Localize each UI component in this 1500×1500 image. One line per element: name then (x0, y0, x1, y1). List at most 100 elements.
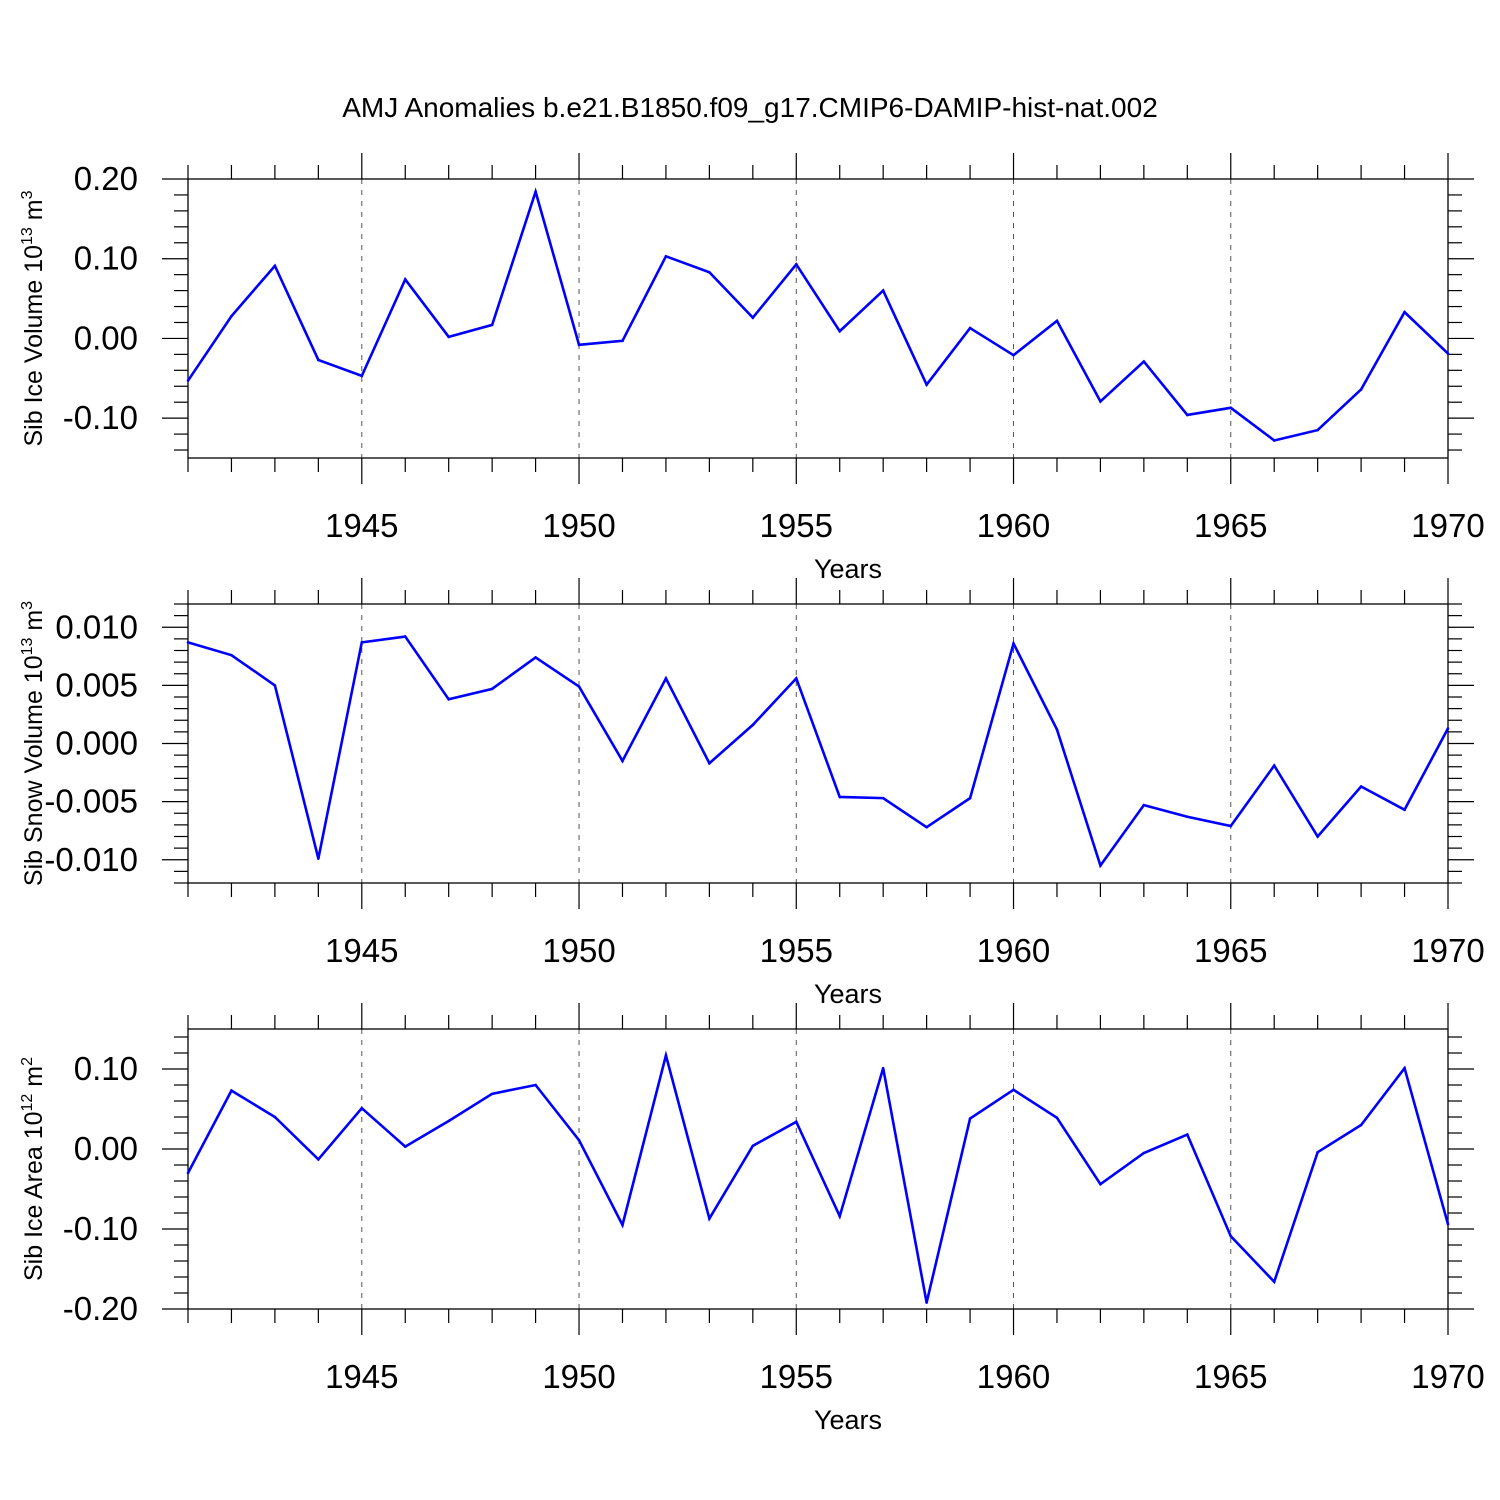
y-tick-label: 0.20 (74, 160, 138, 197)
y-axis-label-part: Sib Snow Volume 10 (20, 655, 48, 886)
y-axis-label-part: Sib Ice Area 10 (20, 1111, 48, 1281)
data-point (1316, 428, 1319, 432)
data-point (968, 796, 972, 800)
data-point (881, 289, 885, 292)
x-tick-label: 1970 (1411, 932, 1484, 969)
data-point (273, 684, 277, 687)
data-point (447, 1119, 450, 1123)
panel-1: -0.10 0.00 0.10 0.20 1945 1950 1955 1960 1965 197… (19, 153, 1485, 584)
x-tick-label: 1945 (325, 1358, 398, 1395)
data-point (968, 326, 972, 330)
data-point (1012, 642, 1015, 645)
data-point (1316, 835, 1319, 838)
data-point (1403, 310, 1406, 314)
data-point (186, 379, 190, 382)
data-point (360, 641, 364, 644)
panel-2: -0.010 -0.005 0.000 0.005 0.010 1945 1950 1955 1… (19, 578, 1485, 1009)
data-point (925, 383, 928, 386)
y-tick-label: 0.00 (74, 319, 138, 356)
data-line-series-1 (186, 187, 1449, 442)
y-axis-label: Sib Ice Area 1012 m2 (19, 1057, 48, 1281)
data-point (490, 1092, 494, 1096)
x-axis-label: Years (814, 1405, 882, 1435)
data-point (534, 656, 537, 659)
data-point (273, 1115, 277, 1119)
data-point (1055, 319, 1059, 323)
data-point (403, 1145, 407, 1148)
x-tick-label: 1945 (325, 507, 398, 544)
data-point (230, 314, 233, 318)
data-point (838, 1214, 842, 1218)
y-axis-label-part: m (20, 199, 48, 227)
data-point (1186, 1133, 1189, 1136)
data-point (1142, 360, 1146, 363)
data-point (1012, 1088, 1015, 1092)
y-axis-label-part: m (20, 1066, 48, 1094)
data-point (708, 761, 711, 765)
data-point (230, 653, 233, 657)
data-point (794, 262, 798, 266)
x-tick-label: 1950 (542, 507, 615, 544)
y-tick-label: -0.10 (63, 1210, 138, 1247)
data-point (1099, 400, 1102, 403)
y-tick-label: 0.000 (55, 725, 138, 762)
plot-frame (187, 1028, 1449, 1310)
data-point (925, 1301, 928, 1304)
data-point (968, 1117, 972, 1120)
data-point (1403, 1066, 1406, 1070)
x-tick-label: 1950 (542, 932, 615, 969)
data-point (751, 316, 755, 320)
y-tick-label: -0.10 (63, 399, 138, 436)
x-tick-label: 1950 (542, 1358, 615, 1395)
data-point (1012, 353, 1015, 357)
data-point (1055, 728, 1059, 731)
data-point (577, 1138, 581, 1142)
data-point (534, 1083, 537, 1087)
y-tick-label: -0.010 (44, 841, 138, 878)
data-point (1403, 808, 1406, 812)
data-point (838, 329, 842, 333)
data-point (925, 825, 928, 829)
data-point (534, 190, 537, 194)
data-point (1229, 406, 1233, 410)
x-tick-label: 1955 (760, 507, 833, 544)
data-point (1186, 815, 1189, 819)
data-point (751, 723, 755, 727)
data-point (881, 1066, 885, 1070)
data-point (1359, 1123, 1363, 1127)
data-point (1359, 388, 1363, 391)
data-point (1142, 1151, 1146, 1155)
data-point (1359, 785, 1363, 788)
x-tick-label: 1955 (760, 1358, 833, 1395)
data-point (881, 796, 885, 800)
data-point (273, 264, 277, 268)
y-axis-label-part: m (20, 610, 48, 638)
data-point (577, 343, 581, 347)
data-point (186, 1171, 190, 1175)
x-tick-label: 1960 (977, 932, 1050, 969)
data-point (403, 278, 407, 281)
x-tick-label: 1945 (325, 932, 398, 969)
data-point (1446, 352, 1450, 355)
data-point (1186, 413, 1189, 417)
y-tick-label: 0.10 (74, 240, 138, 277)
x-axis-label: Years (814, 979, 882, 1009)
data-point (230, 1089, 233, 1092)
data-point (1316, 1150, 1319, 1154)
data-point (1142, 803, 1146, 807)
data-point (490, 687, 494, 691)
data-point (621, 339, 624, 343)
y-axis-label-superscript: 3 (19, 190, 36, 199)
data-point (664, 255, 668, 258)
data-point (1272, 1280, 1276, 1284)
data-point (664, 1054, 668, 1057)
data-point (664, 677, 668, 680)
data-point (1446, 1222, 1450, 1226)
data-point (708, 1217, 711, 1220)
data-point (186, 641, 190, 644)
data-point (751, 1144, 755, 1148)
data-line-series-1 (187, 635, 1450, 869)
data-point (1055, 1116, 1059, 1120)
data-point (447, 698, 450, 701)
data-point (1099, 1182, 1102, 1186)
